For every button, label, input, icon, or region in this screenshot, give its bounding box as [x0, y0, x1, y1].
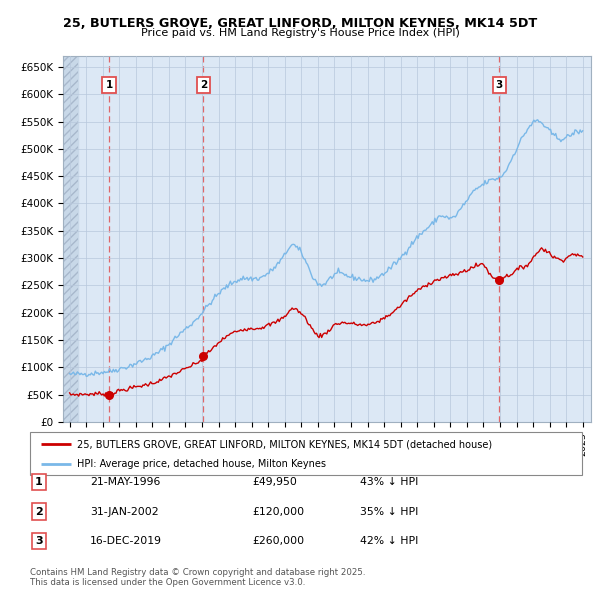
Text: 25, BUTLERS GROVE, GREAT LINFORD, MILTON KEYNES, MK14 5DT: 25, BUTLERS GROVE, GREAT LINFORD, MILTON… [63, 17, 537, 30]
Text: 3: 3 [496, 80, 503, 90]
Text: HPI: Average price, detached house, Milton Keynes: HPI: Average price, detached house, Milt… [77, 460, 326, 469]
Text: 1: 1 [106, 80, 113, 90]
Text: 42% ↓ HPI: 42% ↓ HPI [360, 536, 418, 546]
Text: 16-DEC-2019: 16-DEC-2019 [90, 536, 162, 546]
Text: 1: 1 [35, 477, 43, 487]
Text: £260,000: £260,000 [252, 536, 304, 546]
Bar [63, 56, 78, 422]
Text: 21-MAY-1996: 21-MAY-1996 [90, 477, 160, 487]
Text: 25, BUTLERS GROVE, GREAT LINFORD, MILTON KEYNES, MK14 5DT (detached house): 25, BUTLERS GROVE, GREAT LINFORD, MILTON… [77, 440, 492, 450]
Text: Contains HM Land Registry data © Crown copyright and database right 2025.
This d: Contains HM Land Registry data © Crown c… [30, 568, 365, 587]
Text: 3: 3 [35, 536, 43, 546]
Text: 2: 2 [200, 80, 207, 90]
Text: £120,000: £120,000 [252, 507, 304, 516]
Text: 31-JAN-2002: 31-JAN-2002 [90, 507, 158, 516]
Text: 43% ↓ HPI: 43% ↓ HPI [360, 477, 418, 487]
Text: Price paid vs. HM Land Registry's House Price Index (HPI): Price paid vs. HM Land Registry's House … [140, 28, 460, 38]
Text: 35% ↓ HPI: 35% ↓ HPI [360, 507, 418, 516]
Text: 2: 2 [35, 507, 43, 516]
Text: £49,950: £49,950 [252, 477, 297, 487]
FancyBboxPatch shape [30, 432, 582, 475]
